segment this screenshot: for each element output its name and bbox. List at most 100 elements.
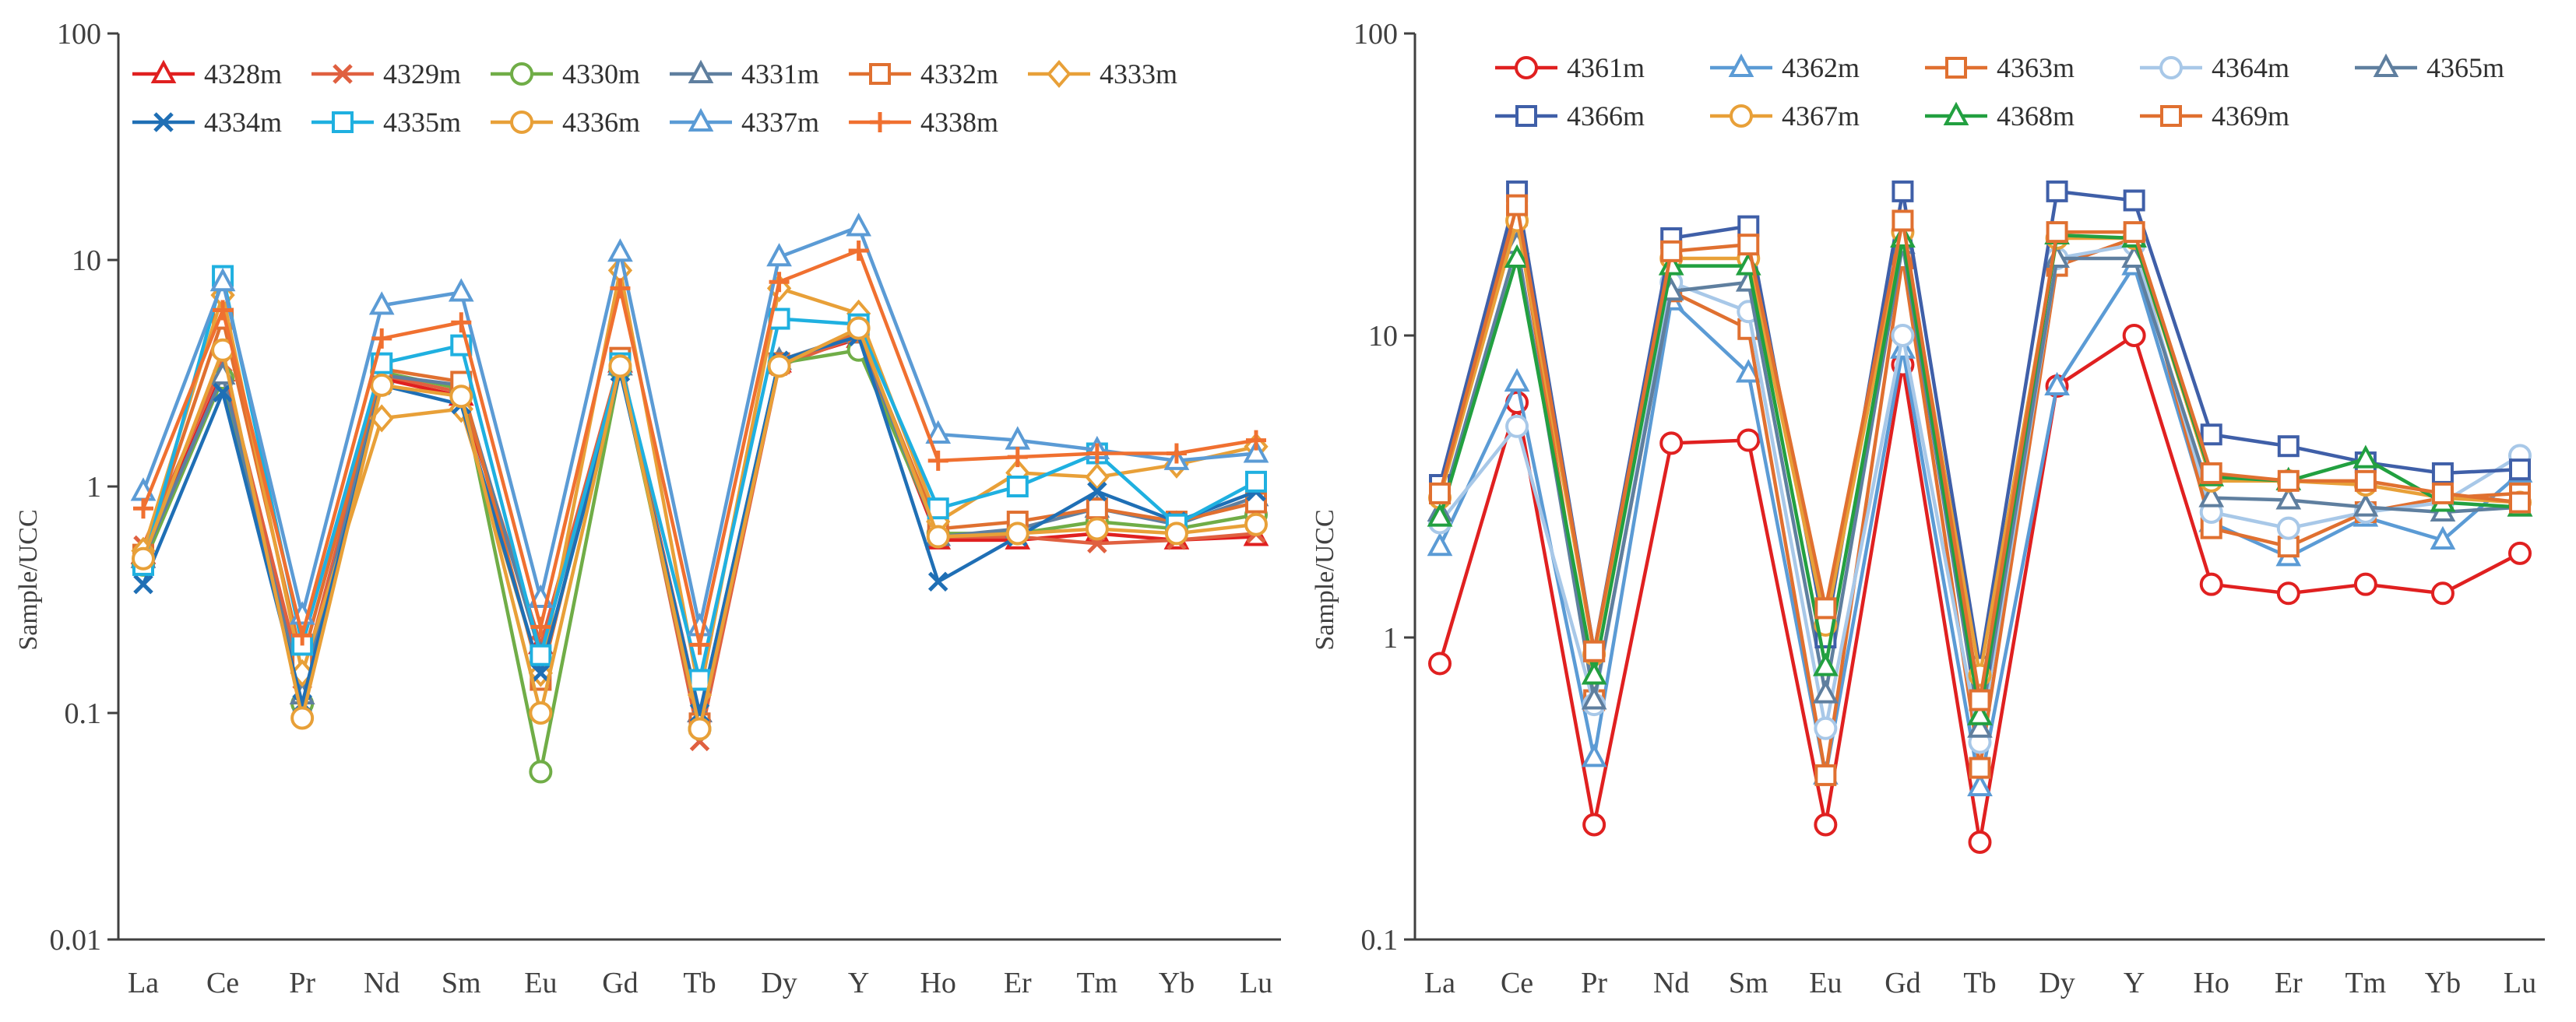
legend-label: 4335m bbox=[383, 107, 461, 138]
data-point bbox=[1086, 497, 1108, 520]
data-point bbox=[1505, 414, 1529, 438]
data-point bbox=[1581, 661, 1607, 685]
data-point bbox=[1814, 597, 1837, 620]
x-tick-label: La bbox=[1424, 967, 1455, 999]
x-tick-label: Dy bbox=[761, 967, 797, 999]
data-point bbox=[213, 382, 233, 403]
x-tick-label: Y bbox=[2124, 967, 2145, 999]
x-tick-label: Ce bbox=[206, 967, 239, 999]
legend-marker bbox=[1943, 101, 1969, 125]
x-tick-label: Lu bbox=[2504, 967, 2536, 999]
data-point bbox=[530, 662, 551, 683]
data-point bbox=[1427, 503, 1453, 527]
legend-item: 4366m bbox=[1495, 100, 1645, 132]
legend-marker bbox=[2159, 56, 2183, 79]
data-point bbox=[1582, 813, 1606, 837]
legend-label: 4364m bbox=[2212, 52, 2289, 83]
legend-item: 4332m bbox=[849, 58, 998, 90]
series-4369m bbox=[1429, 194, 2531, 711]
legend-marker bbox=[1047, 59, 1072, 89]
data-point bbox=[1891, 324, 1915, 347]
data-point bbox=[1659, 431, 1684, 455]
legend-label: 4337m bbox=[741, 107, 819, 138]
data-point bbox=[2277, 469, 2300, 492]
legend-label: 4369m bbox=[2212, 100, 2289, 132]
legend-label: 4331m bbox=[741, 58, 819, 90]
y-tick-label: 100 bbox=[1353, 18, 1398, 51]
legend-item: 4329m bbox=[311, 58, 461, 90]
legend-label: 4334m bbox=[204, 107, 282, 138]
y-axis-title: Sample/UCC bbox=[1311, 509, 1339, 650]
legend: 4328m 4329m 4330m 4331m 4332m 4333m 4334m 4335m… bbox=[132, 58, 1177, 138]
data-point bbox=[132, 546, 155, 571]
legend-item: 4369m bbox=[2140, 100, 2289, 132]
legend-label: 4328m bbox=[204, 58, 282, 90]
data-point bbox=[1581, 686, 1607, 710]
legend-label: 4329m bbox=[383, 58, 461, 90]
legend-label: 4367m bbox=[1782, 100, 1860, 132]
x-tick-label: Tm bbox=[1076, 967, 1117, 999]
data-point bbox=[1428, 651, 1452, 676]
legend-label: 4338m bbox=[920, 107, 998, 138]
x-tick-label: Lu bbox=[1240, 967, 1272, 999]
legend-marker bbox=[332, 111, 354, 133]
data-point bbox=[2200, 462, 2222, 484]
y-tick-label: 100 bbox=[57, 18, 101, 51]
data-point bbox=[1506, 194, 1529, 216]
legend-marker bbox=[510, 111, 533, 134]
x-tick-label: Eu bbox=[524, 967, 557, 999]
legend-marker bbox=[1515, 56, 1538, 79]
x-tick-label: Dy bbox=[2039, 967, 2075, 999]
legend-item: 4336m bbox=[491, 107, 640, 138]
x-tick-label: Yb bbox=[2425, 967, 2461, 999]
data-point bbox=[1735, 359, 1761, 383]
legend-label: 4361m bbox=[1567, 52, 1645, 83]
x-tick-label: Yb bbox=[1159, 967, 1195, 999]
data-point bbox=[1085, 517, 1109, 541]
legend-item: 4333m bbox=[1028, 58, 1177, 90]
legend-item: 4335m bbox=[311, 107, 461, 138]
data-point bbox=[1427, 532, 1453, 557]
legend-item: 4368m bbox=[1925, 100, 2075, 132]
data-point bbox=[1969, 757, 1991, 779]
legend-marker bbox=[153, 112, 174, 132]
y-tick-label: 10 bbox=[1368, 320, 1398, 353]
legend-item: 4362m bbox=[1710, 52, 1860, 83]
x-tick-label: La bbox=[128, 967, 159, 999]
legend-label: 4363m bbox=[1997, 52, 2075, 83]
data-point bbox=[1967, 714, 1993, 738]
data-point bbox=[1086, 443, 1107, 464]
data-point bbox=[2430, 581, 2455, 606]
data-point bbox=[1583, 640, 1606, 662]
data-point bbox=[1504, 244, 1530, 268]
data-point bbox=[209, 268, 236, 292]
data-point bbox=[290, 706, 315, 730]
data-point bbox=[2431, 462, 2454, 484]
legend-marker bbox=[333, 64, 353, 84]
data-point bbox=[1166, 443, 1187, 464]
data-point bbox=[2277, 435, 2300, 458]
data-point bbox=[688, 717, 712, 741]
legend-item: 4363m bbox=[1925, 52, 2075, 83]
x-tick-label: Ce bbox=[1501, 967, 1533, 999]
data-point bbox=[1244, 512, 1268, 536]
data-point bbox=[1969, 689, 1991, 711]
y-tick-label: 0.1 bbox=[1361, 924, 1399, 957]
x-tick-label: Eu bbox=[1809, 967, 1842, 999]
data-point bbox=[529, 701, 553, 725]
data-point bbox=[213, 300, 234, 321]
legend-label: 4366m bbox=[1567, 100, 1645, 132]
legend-item: 4364m bbox=[2140, 52, 2289, 83]
data-point bbox=[1814, 716, 1838, 740]
y-tick-label: 10 bbox=[72, 244, 101, 277]
data-point bbox=[1246, 430, 1266, 451]
data-point bbox=[767, 354, 791, 378]
data-point bbox=[1504, 367, 1530, 392]
legend-item: 4365m bbox=[2355, 52, 2504, 83]
chart-right: 0.1 1 10 100 Sample/UCC La Ce Pr Nd Sm Eu Gd Tb Dy Y Ho… bbox=[1311, 18, 2545, 999]
legend-marker bbox=[2373, 53, 2399, 77]
data-point bbox=[1087, 481, 1107, 502]
data-point bbox=[846, 316, 871, 340]
series-4361m bbox=[1428, 324, 2532, 854]
